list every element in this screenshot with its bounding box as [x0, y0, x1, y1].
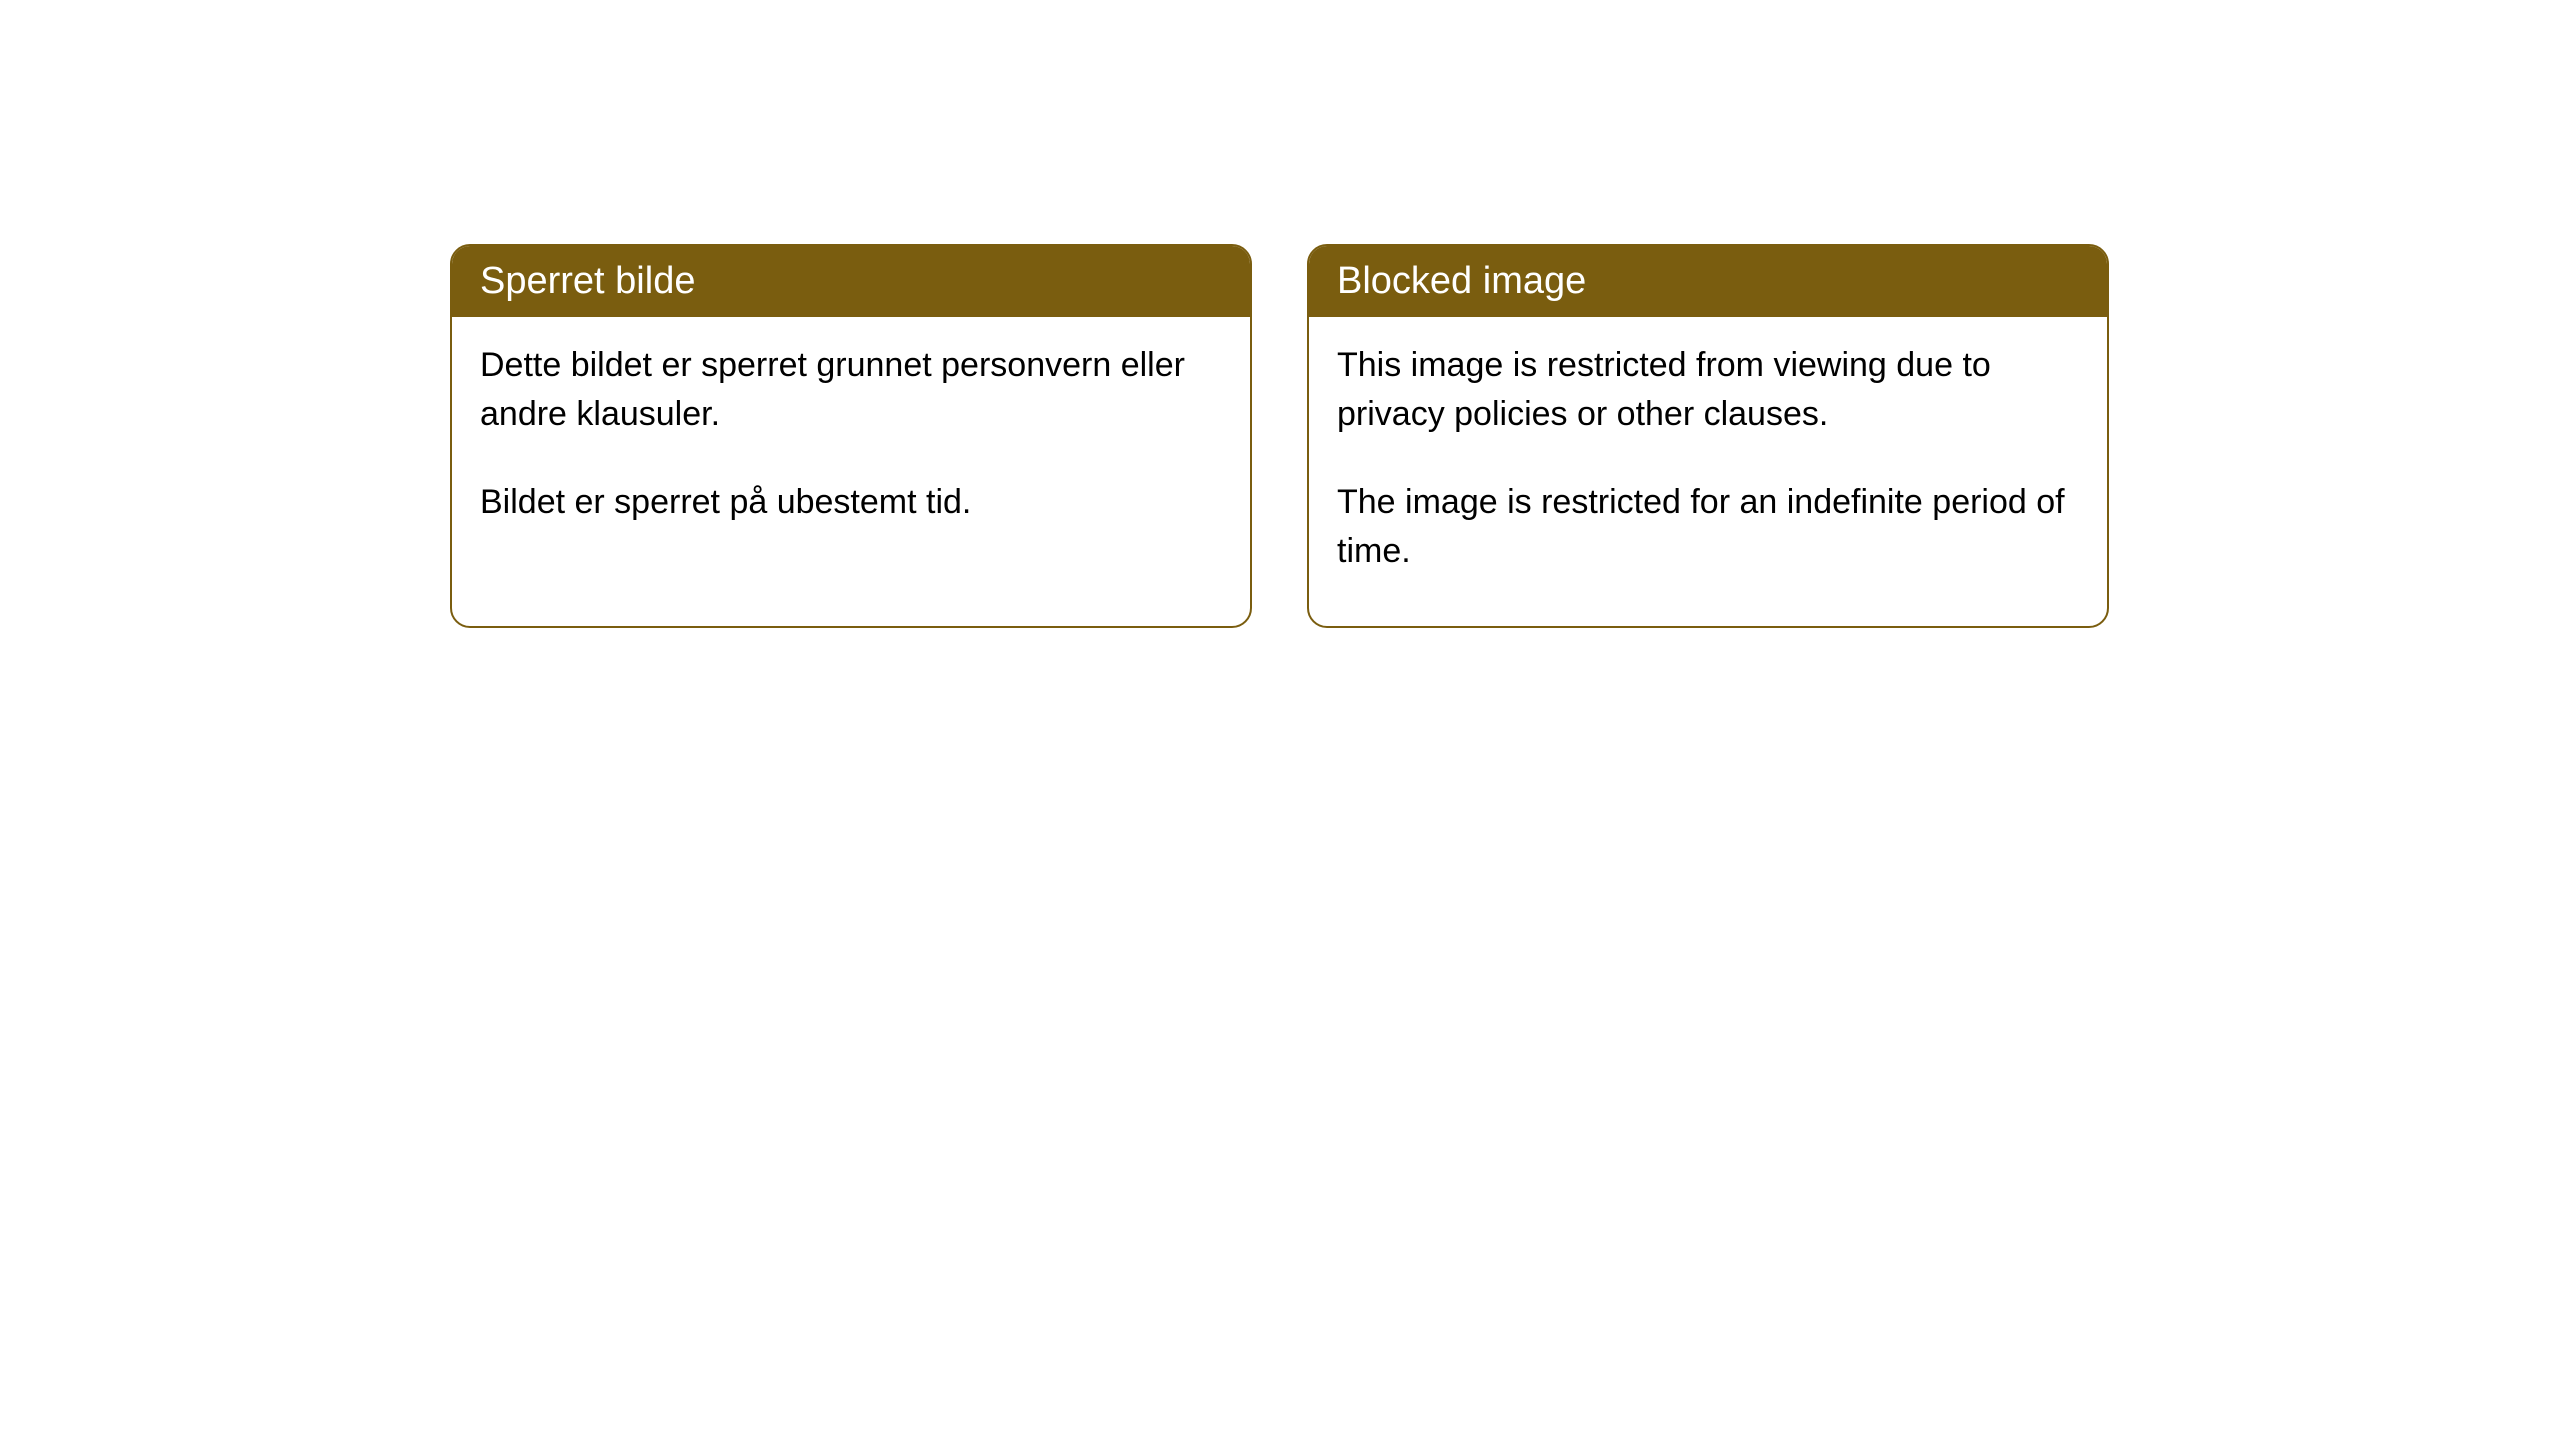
notice-card-norwegian: Sperret bilde Dette bildet er sperret gr…	[450, 244, 1252, 628]
notice-card-english: Blocked image This image is restricted f…	[1307, 244, 2109, 628]
notice-cards-container: Sperret bilde Dette bildet er sperret gr…	[450, 244, 2109, 628]
card-title: Sperret bilde	[480, 260, 695, 302]
card-paragraph-2: The image is restricted for an indefinit…	[1337, 478, 2079, 577]
card-body-english: This image is restricted from viewing du…	[1309, 317, 2107, 626]
card-title: Blocked image	[1337, 260, 1586, 302]
card-paragraph-1: This image is restricted from viewing du…	[1337, 341, 2079, 440]
card-header-english: Blocked image	[1309, 246, 2107, 317]
card-paragraph-1: Dette bildet er sperret grunnet personve…	[480, 341, 1222, 440]
card-header-norwegian: Sperret bilde	[452, 246, 1250, 317]
card-body-norwegian: Dette bildet er sperret grunnet personve…	[452, 317, 1250, 577]
card-paragraph-2: Bildet er sperret på ubestemt tid.	[480, 478, 1222, 527]
